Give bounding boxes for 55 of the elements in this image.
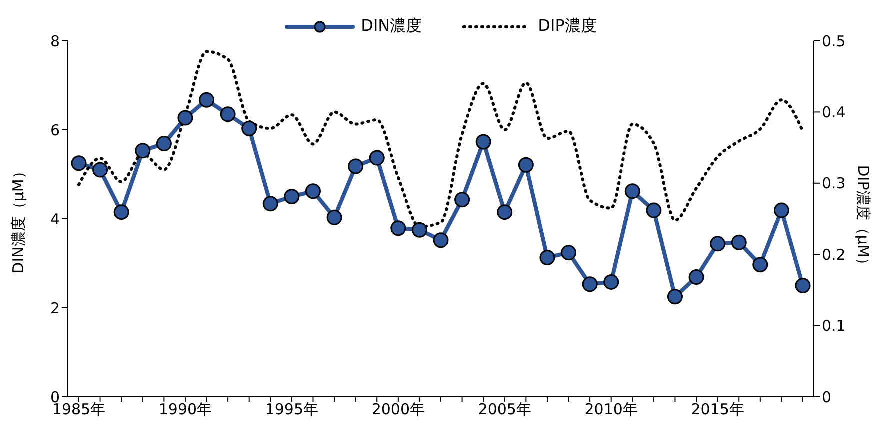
point — [454, 192, 470, 208]
point — [774, 202, 790, 218]
point — [262, 196, 278, 212]
y-tick-label: 6 — [50, 121, 60, 140]
point — [710, 236, 726, 252]
point — [390, 220, 406, 236]
point — [348, 158, 364, 174]
y2-tick-label: 0.3 — [822, 174, 846, 193]
point — [624, 184, 640, 200]
y-tick-label: 8 — [50, 32, 60, 50]
point — [199, 92, 215, 108]
point — [646, 202, 662, 218]
point — [92, 162, 108, 178]
point — [71, 156, 87, 172]
point — [156, 136, 172, 152]
x-tick-label: 1990年 — [158, 400, 212, 419]
legend-label: DIP濃度 — [537, 16, 597, 37]
x-tick-label: 2010年 — [584, 400, 638, 419]
point — [305, 184, 321, 200]
point — [561, 245, 577, 261]
point — [178, 110, 194, 126]
point — [582, 276, 598, 292]
point — [135, 143, 151, 159]
y2-tick-label: 0 — [822, 388, 832, 406]
point — [688, 270, 704, 286]
point — [497, 204, 513, 220]
point — [412, 222, 428, 238]
y2-tick-label: 0.4 — [822, 104, 846, 122]
y2-tick-label: 0.1 — [822, 317, 846, 336]
point — [540, 250, 556, 266]
point — [476, 134, 492, 150]
point — [752, 257, 768, 273]
point — [326, 210, 342, 226]
point — [284, 189, 300, 204]
y-axis-title: DIN濃度（μM） — [9, 164, 28, 274]
x-tick-label: 2015年 — [691, 400, 744, 419]
point — [731, 234, 747, 250]
x-tick-label: 2005年 — [478, 400, 532, 419]
point — [795, 278, 811, 294]
point — [369, 150, 385, 166]
y2-tick-label: 0.5 — [822, 32, 846, 50]
point — [604, 274, 620, 290]
point — [667, 289, 683, 305]
point — [433, 232, 449, 248]
point — [518, 157, 534, 173]
y-tick-label: 2 — [50, 299, 60, 318]
y2-tick-label: 0.2 — [822, 246, 846, 264]
x-tick-label: 2000年 — [372, 400, 426, 419]
y-tick-label: 4 — [50, 210, 60, 228]
point — [220, 106, 236, 122]
legend-label: DIN濃度 — [360, 16, 422, 37]
point — [114, 204, 130, 220]
point — [242, 120, 258, 136]
y2-axis-title: DIP濃度（μM） — [854, 165, 873, 273]
x-tick-label: 1995年 — [265, 400, 319, 419]
